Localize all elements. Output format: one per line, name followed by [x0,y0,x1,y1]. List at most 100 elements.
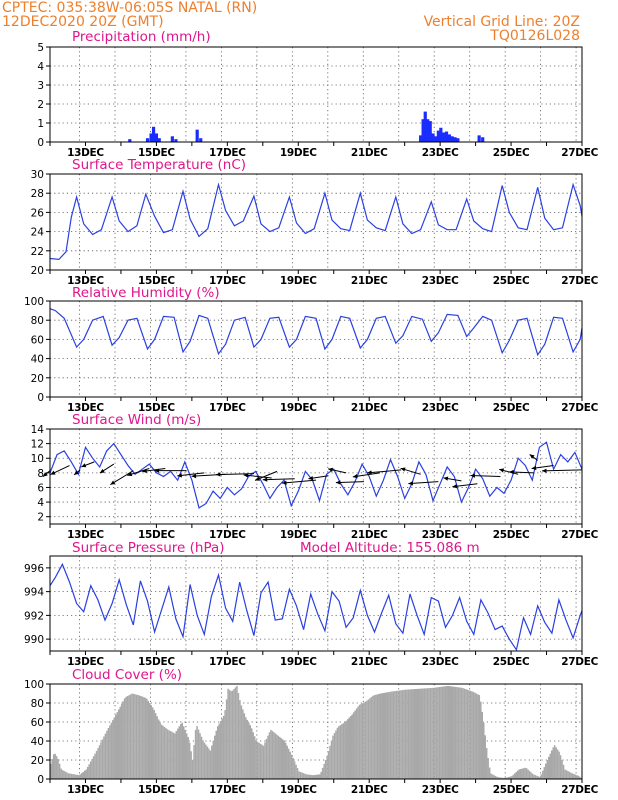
cloud-bar [398,690,401,779]
cloud-bar [311,775,314,779]
cloud-bar [243,713,246,779]
cloud-bar [576,775,578,779]
cloud-bar [471,691,473,779]
precip-bar [439,127,443,142]
cloud-bar [64,771,67,779]
cloud-bar [113,717,116,779]
cloud-bar [107,728,110,779]
cloud-bar [276,734,278,779]
cloud-bar [406,689,408,779]
header-model-id: TQ0126L028 [489,28,580,44]
cloud-bar [493,775,495,779]
cloud-bar [246,719,249,779]
cloud-bar [271,731,274,779]
precip-bar [195,129,199,142]
cloud-bar [549,753,551,779]
rh-ytick-label: 100 [24,296,44,308]
cloud-bar [253,736,256,779]
precip-xtick-label: 15DEC [138,147,175,159]
precip-xtick-label: 27DEC [561,147,598,159]
cloud-bar [175,731,178,779]
cloud-bar [355,708,358,779]
cloud-bar [197,729,200,779]
cloud-bar [225,699,228,779]
wind-vector-head [215,472,221,477]
precip-ytick-label: 0 [37,137,44,149]
cloud-bar [106,730,108,779]
cloud-title: Cloud Cover (%) [72,667,182,683]
wind-panel: 2 4 6 8 10 12 14 13DEC 15DEC 17DEC 19DEC 21DEC 23DEC… [31,424,599,541]
cloud-bar [298,771,300,779]
rh-xtick-label: 15DEC [138,402,175,414]
cloud-bar [488,767,491,779]
cloud-bar [324,760,327,779]
cloud-bar [528,770,531,779]
cloud-bar [524,767,526,779]
cloud-bar [95,751,98,779]
cloud-bar [239,700,241,779]
cloud-bar [392,691,395,779]
cloud-bar [521,768,523,779]
cloud-bar [101,739,104,779]
cloud-bar [555,747,557,779]
cloud-bar [55,756,58,779]
cloud-bar [70,773,73,779]
cloud-bar [434,687,436,779]
cloud-bar [159,722,161,779]
cloud-bar [327,751,330,779]
cloud-bar [330,740,333,779]
precip-xtick-label: 13DEC [67,147,104,159]
cloud-bar [109,725,111,779]
cloud-bar [571,773,574,779]
cloud-bar [126,696,129,779]
cloud-bar [89,761,92,779]
cloud-bar [364,701,367,779]
cloud-bar [292,757,294,779]
wind-ytick-label: 12 [31,439,44,451]
cloud-bar [187,736,189,779]
cloud-bar [242,709,244,779]
wind-ytick-label: 14 [31,424,45,436]
cloud-bar [379,693,382,779]
precip-bar [151,126,156,142]
cloud-bar [248,722,250,779]
cloud-bar [477,694,479,779]
cloud-bar [233,689,235,779]
cloud-bar [567,771,569,779]
cloud-bar [255,740,257,779]
cloud-bar [508,776,510,779]
cloud-xtick-label: 15DEC [138,784,175,796]
pressure-ytick-label: 996 [24,563,44,575]
cloud-bar [141,696,144,779]
temp-xtick-label: 27DEC [561,275,598,287]
cloud-bar [166,729,169,779]
pressure-ytick-label: 990 [24,634,44,646]
cloud-bar [208,748,210,779]
precip-ytick-label: 1 [37,118,44,130]
precip-bar [436,130,440,142]
cloud-bar [443,686,445,779]
cloud-bar [165,728,167,779]
pressure-title: Surface Pressure (hPa) [72,540,225,556]
cloud-bar [177,728,179,779]
cloud-bar [120,703,123,779]
wind-vector-head [352,474,358,479]
wind-vector-head [499,468,505,473]
cloud-bar [422,688,424,779]
cloud-bar [316,774,318,779]
cloud-bar [518,769,520,779]
precip-bar [453,137,457,142]
wind-vector-head [177,473,182,478]
cloud-bar [293,761,296,779]
cloud-bar [496,776,498,779]
cloud-bar [481,711,484,779]
cloud-bar [149,703,151,779]
rh-panel: 0 20 40 60 80 100 13DEC 15DEC 17DEC 19DEC 21DEC 23D… [24,296,599,414]
precip-bar [423,111,427,142]
precip-bar [174,139,178,142]
cloud-bar [416,688,418,779]
cloud-bar [397,690,399,779]
cloud-bar [227,688,229,779]
temp-frame [49,173,583,271]
cloud-bar [352,712,355,779]
